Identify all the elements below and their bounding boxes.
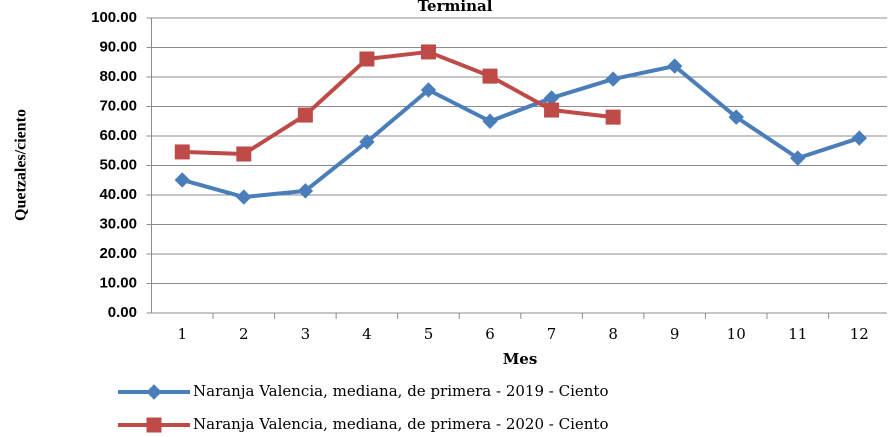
data-point bbox=[666, 58, 683, 74]
data-point bbox=[420, 44, 436, 60]
x-tick-label: 9 bbox=[670, 325, 680, 343]
x-tick-label: 8 bbox=[608, 325, 618, 343]
x-axis-label: Mes bbox=[503, 350, 538, 368]
series-line bbox=[182, 49, 614, 156]
y-axis-label: Quetzales/ciento bbox=[13, 109, 30, 221]
legend-marker bbox=[146, 417, 162, 433]
y-tick-label: 80.00 bbox=[99, 68, 137, 85]
data-point bbox=[297, 183, 314, 199]
data-point bbox=[236, 189, 252, 205]
data-point bbox=[728, 109, 744, 125]
data-point bbox=[236, 146, 252, 162]
x-tick-label: 2 bbox=[239, 325, 249, 343]
data-point bbox=[605, 109, 621, 125]
y-tick-label: 0.00 bbox=[108, 304, 137, 321]
x-tick-label: 7 bbox=[547, 325, 557, 343]
y-tick-label: 60.00 bbox=[99, 127, 137, 144]
x-tick-label: 12 bbox=[850, 325, 869, 343]
legend-label: Naranja Valencia, mediana, de primera - … bbox=[193, 415, 608, 433]
x-tick-label: 11 bbox=[788, 325, 807, 343]
x-tick-label: 1 bbox=[178, 325, 188, 343]
x-tick-label: 4 bbox=[362, 325, 372, 343]
data-point bbox=[544, 102, 560, 118]
data-point bbox=[482, 113, 498, 129]
y-tick-label: 20.00 bbox=[99, 245, 137, 262]
y-tick-label: 10.00 bbox=[99, 274, 137, 291]
y-tick-label: 30.00 bbox=[99, 215, 137, 232]
data-point bbox=[359, 134, 375, 150]
y-tick-label: 40.00 bbox=[99, 186, 137, 203]
data-point bbox=[359, 51, 375, 67]
data-point bbox=[851, 130, 868, 146]
data-point bbox=[605, 71, 621, 87]
series-line bbox=[181, 64, 860, 200]
data-point bbox=[174, 144, 190, 160]
data-point bbox=[420, 82, 437, 98]
data-point bbox=[790, 150, 806, 166]
y-tick-label: 50.00 bbox=[99, 156, 137, 173]
data-point bbox=[174, 172, 190, 188]
x-tick-label: 3 bbox=[301, 325, 311, 343]
x-tick-label: 6 bbox=[485, 325, 495, 343]
y-tick-label: 90.00 bbox=[99, 38, 137, 55]
data-point bbox=[482, 68, 498, 84]
x-tick-label: 10 bbox=[727, 325, 746, 343]
y-tick-label: 70.00 bbox=[99, 97, 137, 114]
x-tick-label: 5 bbox=[424, 325, 434, 343]
chart-title: Terminal bbox=[418, 0, 493, 15]
legend-marker bbox=[146, 384, 162, 400]
y-tick-label: 100.00 bbox=[91, 9, 137, 26]
data-point bbox=[297, 107, 313, 123]
legend-label: Naranja Valencia, mediana, de primera - … bbox=[193, 382, 608, 400]
